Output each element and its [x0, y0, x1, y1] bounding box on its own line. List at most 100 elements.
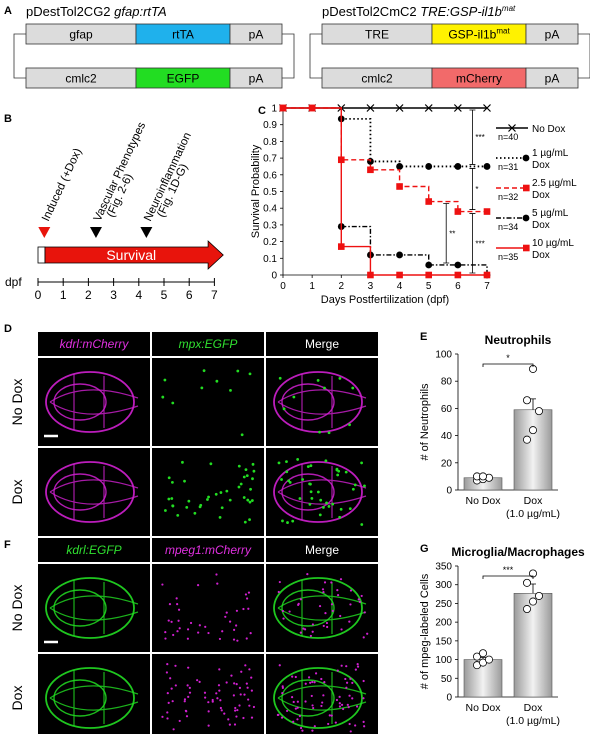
cell-dot	[322, 590, 325, 594]
cell-dot	[248, 372, 252, 376]
cell-dot	[351, 386, 355, 390]
micro-image	[152, 654, 264, 734]
cell-dot	[198, 624, 201, 627]
cell-dot	[228, 723, 231, 726]
cell-dot	[288, 610, 291, 613]
cell-dot	[246, 686, 249, 689]
construct-left-box-label: pA	[249, 72, 264, 86]
cell-dot	[244, 664, 247, 667]
cell-dot	[316, 490, 320, 494]
cell-dot	[238, 704, 241, 707]
micro-row-label: Dox	[9, 686, 25, 711]
cell-dot	[285, 470, 289, 474]
data-point	[367, 166, 374, 174]
cell-dot	[187, 666, 190, 669]
cell-dot	[362, 679, 365, 683]
vessel-inner	[53, 679, 107, 717]
cell-dot	[309, 464, 313, 468]
cell-dot	[171, 700, 174, 703]
micro-header-bg	[152, 332, 264, 356]
cell-dot	[233, 628, 236, 632]
cell-dot	[311, 623, 314, 626]
cell-dot	[242, 607, 245, 611]
cell-dot	[247, 698, 250, 701]
cell-dot	[324, 459, 328, 463]
cell-dot	[277, 461, 281, 465]
cell-dot	[248, 668, 251, 671]
cell-dot	[292, 700, 295, 704]
data-point	[308, 104, 316, 112]
cell-dot	[331, 609, 334, 612]
significance-bracket	[482, 363, 534, 367]
data-point	[396, 163, 403, 170]
cell-dot	[292, 395, 296, 399]
legend-n: n=32	[498, 192, 518, 202]
timeline-tick-label: 0	[35, 288, 42, 302]
legend-label: 5 µg/mL	[532, 208, 569, 219]
cell-dot	[163, 378, 167, 382]
vessel-outline	[273, 577, 363, 639]
cell-dot	[340, 664, 343, 667]
cell-dot	[235, 715, 238, 718]
x-tick-label: 3	[368, 281, 374, 292]
cell-dot	[356, 705, 359, 708]
cell-dot	[318, 430, 321, 434]
cell-dot	[336, 669, 339, 672]
construct-right-box-label: GSP-il1bmat	[448, 27, 510, 42]
cell-dot	[188, 686, 191, 689]
cell-dot	[286, 521, 289, 524]
cell-dot	[342, 707, 345, 711]
y-tick-label: 350	[435, 562, 452, 573]
cell-dot	[362, 697, 365, 700]
cell-dot	[304, 628, 307, 631]
significance-label: ***	[503, 565, 514, 575]
cell-dot	[291, 675, 294, 678]
legend-n: n=34	[498, 222, 518, 232]
x-category-sublabel: (1.0 µg/mL)	[506, 508, 560, 520]
data-point	[483, 208, 491, 215]
cell-dot	[220, 709, 223, 712]
cell-dot	[281, 692, 284, 695]
cell-dot	[291, 519, 295, 523]
construct-left-bracket-left	[13, 33, 26, 79]
cell-dot	[360, 523, 364, 526]
cell-dot	[306, 465, 310, 469]
cell-dot	[299, 726, 303, 730]
cell-dot	[328, 714, 331, 717]
y-axis-label: Survival Probability	[250, 144, 262, 238]
cell-dot	[248, 704, 251, 707]
data-point	[279, 104, 287, 112]
x-tick-label: 4	[397, 281, 403, 292]
cell-dot	[165, 671, 168, 674]
micro-header-label: Merge	[305, 543, 339, 557]
micro-row-label: No Dox	[9, 585, 25, 632]
panel-letter-b: B	[4, 113, 12, 125]
cell-dot	[177, 619, 180, 622]
cell-dot	[294, 675, 297, 679]
cell-dot	[167, 701, 170, 704]
data-point	[529, 597, 538, 606]
cell-dot	[366, 632, 369, 635]
cell-dot	[349, 677, 352, 680]
cell-dot	[348, 423, 351, 427]
survival-arrow-label: Survival	[106, 247, 156, 263]
cell-dot	[170, 497, 174, 500]
series-line	[341, 225, 488, 275]
cell-dot	[358, 600, 361, 603]
cell-dot	[236, 639, 239, 642]
micro-header-bg	[266, 538, 378, 562]
vessel-branches	[49, 374, 139, 430]
micro-header-label: Merge	[305, 337, 339, 351]
cell-dot	[189, 621, 193, 625]
x-category-sublabel: (1.0 µg/mL)	[506, 715, 560, 727]
bar-chart-title: Microglia/Macrophages	[451, 545, 585, 559]
timeline-tick-label: 1	[60, 288, 67, 302]
micro-row-label: No Dox	[9, 379, 25, 426]
legend-label: No Dox	[532, 124, 565, 135]
cell-dot	[349, 603, 352, 606]
cell-dot	[164, 631, 167, 634]
legend-label-dox: Dox	[532, 190, 550, 201]
data-point	[454, 208, 462, 215]
vessel-outline	[45, 667, 135, 729]
cell-dot	[245, 637, 248, 640]
